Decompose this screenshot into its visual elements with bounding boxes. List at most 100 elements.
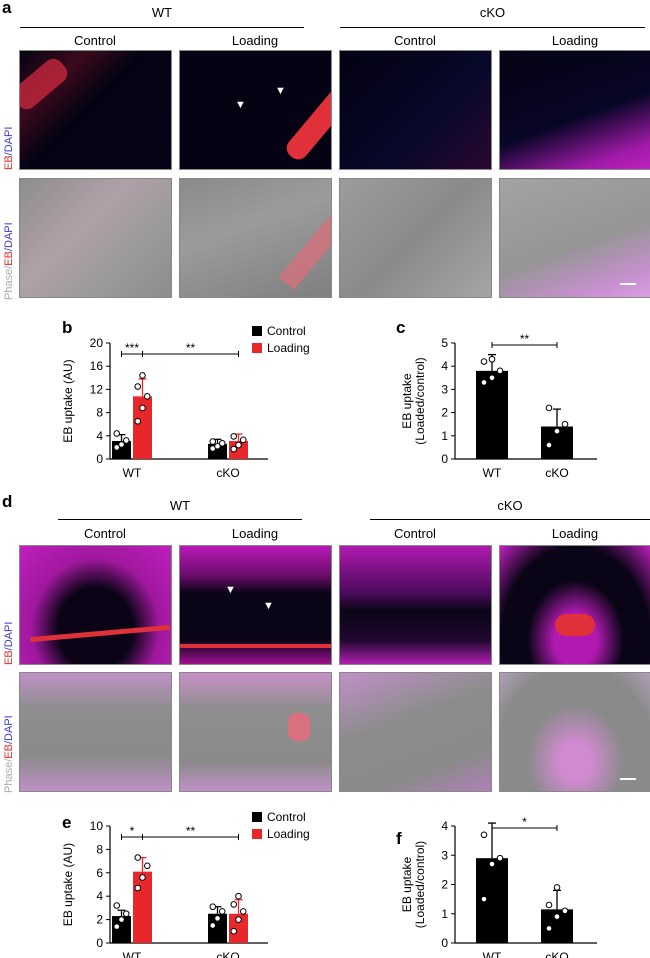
- micrograph-phase: [19, 178, 172, 298]
- y-tick-label: 2: [441, 406, 448, 420]
- header-control: Control: [394, 33, 436, 48]
- y-axis-label: EB uptake (AU): [61, 359, 75, 442]
- micrograph-fluorescence: [339, 545, 492, 665]
- panel-letter-c: c: [396, 318, 405, 337]
- header-loading: Loading: [551, 526, 599, 541]
- data-point: [488, 860, 496, 868]
- panel-letter-d: d: [2, 492, 13, 511]
- micrograph-phase: [499, 178, 650, 298]
- data-point: [235, 441, 242, 449]
- data-point: [553, 913, 561, 920]
- legend-label-control: Control: [267, 810, 306, 824]
- y-axis-label: EB uptake (AU): [61, 843, 75, 926]
- header-loading: Loading: [231, 526, 279, 541]
- y-tick-label: 8: [96, 406, 103, 420]
- header-loading: Loading: [551, 33, 599, 48]
- significance-label: *: [522, 815, 527, 829]
- y-tick-label: 12: [90, 382, 104, 396]
- legend-swatch-control: [252, 326, 262, 336]
- data-point: [143, 393, 151, 400]
- y-tick-label: 4: [96, 429, 103, 443]
- data-point: [113, 444, 121, 451]
- header-rule: [370, 519, 650, 520]
- header-rule: [58, 519, 302, 520]
- micrograph-fluorescence: [499, 50, 650, 170]
- y-axis-label: (Loaded/control): [413, 841, 427, 928]
- legend-label-loading: Loading: [267, 827, 310, 841]
- data-point: [545, 901, 553, 909]
- header-rule: [340, 27, 645, 28]
- scale-bar: [620, 778, 636, 780]
- data-point: [545, 441, 553, 449]
- bar: [229, 441, 248, 459]
- y-tick-label: 3: [441, 382, 448, 396]
- data-point: [134, 854, 142, 861]
- data-point: [545, 925, 553, 932]
- data-point: [214, 915, 221, 922]
- data-point: [230, 433, 238, 440]
- arrowhead-icon: ▼: [275, 85, 286, 97]
- micrograph-fluorescence: [339, 50, 492, 170]
- bar: [112, 916, 131, 943]
- data-point: [561, 420, 569, 428]
- x-tick-label: cKO: [216, 950, 239, 958]
- data-point: [218, 440, 226, 447]
- data-point: [480, 358, 488, 365]
- panel-letter-a: a: [2, 0, 12, 17]
- bar: [229, 913, 248, 943]
- data-point: [230, 445, 238, 453]
- data-point: [134, 383, 142, 390]
- micrograph-fluorescence: [19, 50, 172, 170]
- micrograph-phase: [19, 672, 172, 792]
- x-tick-label: WT: [483, 950, 502, 958]
- y-tick-label: 5: [441, 336, 448, 350]
- data-point: [113, 430, 121, 437]
- x-tick-label: WT: [123, 466, 142, 480]
- data-point: [230, 928, 238, 935]
- y-axis-label: EB uptake: [400, 856, 414, 912]
- data-point: [480, 379, 488, 386]
- chart-f: 0 1 2 3 4 WT cKO EB uptake (Loaded/control) *: [400, 815, 597, 958]
- header-control: Control: [394, 526, 436, 541]
- y-tick-label: 16: [90, 359, 104, 373]
- micrograph-fluorescence: ▼ ▼: [179, 545, 332, 665]
- legend-swatch-loading: [252, 343, 262, 353]
- data-point: [553, 884, 561, 891]
- y-tick-label: 0: [96, 452, 103, 466]
- y-tick-label: 2: [96, 913, 103, 927]
- y-tick-label: 0: [96, 936, 103, 950]
- legend-swatch-loading: [252, 829, 262, 839]
- x-tick-label: cKO: [545, 950, 568, 958]
- y-tick-label: 0: [441, 936, 448, 950]
- data-point: [118, 441, 125, 448]
- data-point: [143, 862, 151, 870]
- legend-label-control: Control: [267, 324, 306, 338]
- header-wt: WT: [151, 5, 173, 20]
- x-tick-label: WT: [123, 950, 142, 958]
- arrowhead-icon: ▼: [235, 99, 246, 111]
- arrowhead-icon: ▼: [225, 584, 236, 596]
- arrowhead-icon: ▼: [263, 600, 274, 612]
- data-point: [139, 404, 146, 412]
- data-point: [239, 908, 247, 915]
- x-tick-label: cKO: [545, 466, 568, 480]
- data-point: [235, 892, 242, 900]
- micrograph-phase: [179, 178, 332, 298]
- data-point: [122, 910, 130, 918]
- micrograph-fluorescence: [499, 545, 650, 665]
- data-point: [122, 437, 130, 444]
- data-point: [209, 903, 217, 911]
- bar: [133, 396, 152, 459]
- x-tick-label: WT: [483, 466, 502, 480]
- bar: [133, 871, 152, 943]
- data-point: [113, 923, 121, 930]
- header-cko: cKO: [479, 5, 506, 20]
- y-tick-label: 0: [441, 452, 448, 466]
- data-point: [553, 427, 561, 435]
- header-control: Control: [84, 526, 126, 541]
- y-tick-label: 2: [441, 878, 448, 892]
- micrograph-phase: [179, 672, 332, 792]
